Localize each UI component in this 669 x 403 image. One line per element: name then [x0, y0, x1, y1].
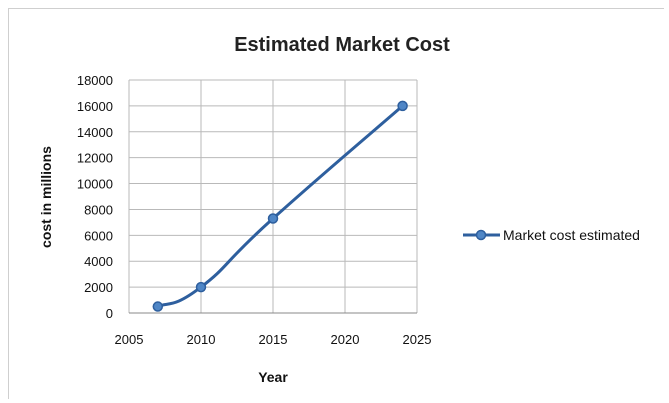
x-axis-title: Year — [258, 369, 288, 385]
data-point — [152, 301, 164, 312]
series-line — [157, 104, 404, 308]
y-tick-label: 10000 — [77, 177, 113, 192]
y-axis-title: cost in millions — [38, 146, 54, 248]
x-tick-label: 2010 — [187, 332, 216, 347]
x-tick-label: 2015 — [259, 332, 288, 347]
x-tick-label: 2025 — [403, 332, 432, 347]
legend-label: Market cost estimated — [503, 227, 640, 243]
y-tick-label: 0 — [106, 306, 113, 321]
legend: Market cost estimated — [463, 227, 640, 243]
x-tick-label: 2005 — [115, 332, 144, 347]
data-point — [195, 281, 207, 293]
data-point — [267, 213, 279, 224]
y-tick-label: 14000 — [77, 125, 113, 140]
chart-frame — [8, 8, 664, 399]
y-tick-label: 6000 — [84, 228, 113, 243]
data-point — [397, 100, 408, 112]
y-tick-label: 8000 — [84, 202, 113, 217]
x-tick-label: 2020 — [331, 332, 360, 347]
grid — [128, 79, 418, 314]
y-axis-ticks: 0 2000 4000 6000 8000 10000 12000 14000 16000 180… — [77, 73, 113, 321]
chart-title: Estimated Market Cost — [234, 34, 450, 56]
y-tick-label: 2000 — [84, 280, 113, 295]
y-tick-label: 18000 — [77, 73, 113, 88]
legend-point-marker — [475, 229, 487, 241]
series-layer — [152, 100, 408, 312]
y-tick-label: 4000 — [84, 254, 113, 269]
x-axis-ticks: 2005 2010 2015 2020 2025 — [115, 332, 432, 347]
y-tick-label: 12000 — [77, 151, 113, 166]
y-tick-label: 16000 — [77, 99, 113, 114]
